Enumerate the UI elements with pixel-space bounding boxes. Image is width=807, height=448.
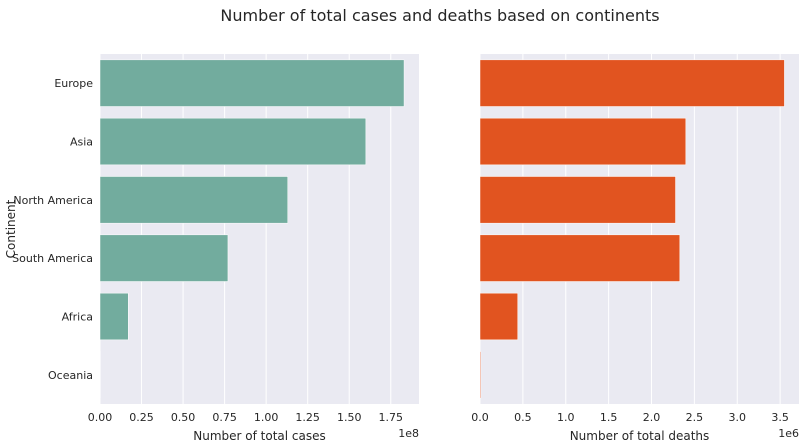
bar-oceania	[479, 351, 482, 399]
bar-europe	[99, 59, 405, 107]
x-tick-label: 1.00	[254, 411, 279, 424]
plot-background	[100, 54, 419, 404]
bar-north-america	[479, 176, 676, 224]
bar-south-america	[99, 234, 229, 282]
bar-africa	[479, 292, 518, 341]
x-tick-label: 1.75	[379, 411, 404, 424]
y-tick-label: South America	[12, 252, 93, 265]
x-tick-label: 1.0	[557, 411, 575, 424]
x-tick-label: 0.5	[514, 411, 532, 424]
bar-europe	[479, 59, 785, 107]
bar-north-america	[99, 176, 288, 224]
x-tick-label: 3.5	[771, 411, 789, 424]
y-axis-label: Continent	[4, 199, 18, 258]
chart-deaths: 0.0 0.5 1.0 1.5 2.0 2.5 3.0 3.5 1e6 Number of tot…	[471, 54, 799, 443]
x-tick-label: 2.0	[643, 411, 661, 424]
bar-south-america	[479, 234, 681, 282]
y-tick-label: North America	[13, 194, 93, 207]
y-tick-label: Europe	[54, 77, 93, 90]
x-tick-label: 0.25	[129, 411, 154, 424]
bar-asia	[99, 117, 367, 166]
x-tick-label: 1.5	[600, 411, 618, 424]
x-tick-label: 0.50	[171, 411, 196, 424]
x-scale-multiplier: 1e8	[398, 427, 419, 440]
plot-background	[480, 54, 799, 404]
x-tick-label: 1.25	[295, 411, 320, 424]
x-scale-multiplier: 1e6	[778, 427, 799, 440]
x-tick-label: 0.75	[212, 411, 237, 424]
y-tick-label: Africa	[62, 311, 93, 324]
x-tick-label: 0.0	[471, 411, 489, 424]
x-tick-label: 2.5	[686, 411, 704, 424]
figure-title: Number of total cases and deaths based o…	[220, 6, 659, 25]
bar-asia	[479, 117, 687, 166]
y-tick-label: Asia	[70, 136, 93, 149]
bar-africa	[99, 292, 129, 341]
x-axis-label: Number of total cases	[193, 429, 326, 443]
chart-cases: Europe Asia North America South America Afri…	[4, 54, 419, 443]
x-axis-label: Number of total deaths	[570, 429, 710, 443]
x-tick-label: 0.00	[88, 411, 113, 424]
x-tick-label: 1.50	[337, 411, 362, 424]
y-tick-label: Oceania	[48, 369, 93, 382]
x-tick-label: 3.0	[729, 411, 747, 424]
